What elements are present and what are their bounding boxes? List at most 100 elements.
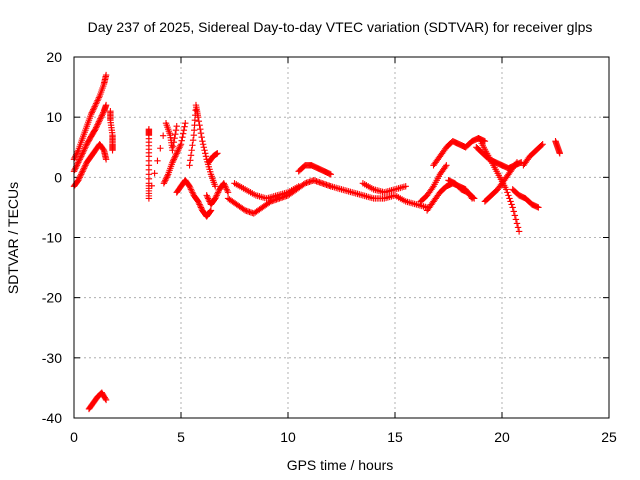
data-point — [194, 198, 202, 205]
data-point-interp — [76, 174, 83, 181]
data-point — [402, 183, 409, 190]
data-point-interp — [97, 113, 105, 121]
data-point-interp — [171, 154, 178, 161]
series-arc-e1 — [417, 162, 450, 205]
x-tick-label: 25 — [601, 429, 617, 445]
data-point-interp — [73, 150, 81, 157]
data-point-interp — [188, 187, 195, 195]
grid-layer — [74, 57, 609, 418]
data-point — [177, 141, 185, 148]
data-point-interp — [154, 157, 161, 164]
data-point-interp — [197, 126, 204, 133]
data-point — [515, 228, 523, 235]
data-point-interp — [73, 162, 81, 169]
data-point-interp — [169, 157, 177, 164]
data-point-interp — [72, 153, 79, 160]
series-arc-e4 — [445, 177, 478, 202]
data-point-interp — [187, 186, 195, 193]
data-point-interp — [189, 189, 196, 196]
series-arc-a3 — [70, 141, 110, 190]
data-point-interp — [92, 124, 100, 131]
data-point-interp — [92, 100, 100, 107]
data-point — [207, 207, 215, 214]
y-tick-label: -40 — [42, 410, 62, 426]
data-point-interp — [172, 151, 180, 158]
data-point — [145, 195, 153, 202]
data-point — [79, 150, 86, 157]
data-point-interp — [207, 208, 214, 215]
data-point — [295, 183, 302, 190]
data-point-interp — [78, 169, 86, 177]
data-point-interp — [91, 127, 98, 134]
tick-layer: 0 5 10 15 20 25 -40 -30 -20 -10 0 10 20 — [42, 49, 617, 445]
data-point — [102, 396, 110, 404]
data-point — [509, 204, 516, 211]
data-point — [214, 150, 221, 157]
data-point-interp — [174, 147, 182, 154]
data-point-interp — [179, 130, 187, 137]
y-tick-label: 20 — [46, 49, 62, 65]
data-point — [212, 195, 219, 202]
data-point-interp — [195, 117, 203, 125]
data-point-interp — [94, 121, 101, 128]
data-point-interp — [82, 144, 89, 151]
data-point-interp — [151, 170, 158, 177]
data-point-interp — [77, 171, 85, 178]
data-point-interp — [213, 192, 220, 199]
series-arc-b6 — [205, 150, 221, 166]
data-point-interp — [201, 147, 208, 154]
data-point-interp — [81, 163, 88, 171]
data-point — [96, 116, 103, 124]
data-point-interp — [98, 112, 106, 119]
data-point-interp — [170, 139, 178, 146]
data-point-interp — [204, 195, 212, 202]
data-point-interp — [196, 121, 203, 129]
data-point — [182, 119, 189, 127]
data-point-interp — [163, 174, 170, 181]
data-point-interp — [171, 135, 178, 142]
data-point-interp — [224, 187, 231, 195]
series-arc-b5 — [203, 180, 232, 208]
x-tick-label: 0 — [70, 429, 78, 445]
data-point-interp — [176, 144, 183, 151]
data-point-interp — [71, 154, 78, 161]
data-point — [87, 110, 95, 118]
series-arc-b4 — [186, 101, 219, 190]
data-point-interp — [504, 189, 511, 196]
y-tick-label: -10 — [42, 230, 62, 246]
data-point-interp — [204, 193, 211, 201]
data-point-interp — [170, 156, 178, 163]
data-point-interp — [95, 119, 102, 127]
data-point-interp — [80, 148, 87, 155]
series-arc-c2 — [231, 180, 302, 202]
data-point-interp — [80, 165, 88, 172]
data-point-interp — [189, 142, 196, 149]
data-point-interp — [222, 184, 230, 192]
data-point-interp — [212, 193, 220, 201]
data-point-interp — [214, 189, 222, 196]
data-point-interp — [196, 201, 203, 208]
data-point — [220, 180, 227, 187]
data-point-interp — [102, 395, 109, 402]
data-point-interp — [75, 157, 83, 164]
data-point-interp — [197, 204, 205, 211]
data-point-interp — [95, 94, 103, 101]
series-arc-f5 — [520, 141, 546, 169]
data-point — [92, 126, 99, 133]
series-arc-b3 — [173, 177, 215, 220]
data-point-interp — [508, 201, 515, 208]
data-point-interp — [506, 195, 513, 202]
data-point-interp — [202, 150, 209, 157]
data-point-interp — [97, 115, 104, 122]
data-point-interp — [514, 224, 522, 231]
data-point — [470, 195, 478, 202]
data-point-interp — [179, 134, 186, 141]
data-point — [199, 138, 206, 145]
data-point-interp — [198, 134, 205, 141]
data-point — [169, 159, 176, 166]
data-point-interp — [91, 103, 98, 110]
data-point-interp — [161, 178, 168, 186]
y-tick-label: -20 — [42, 290, 62, 306]
data-point-interp — [197, 202, 204, 210]
